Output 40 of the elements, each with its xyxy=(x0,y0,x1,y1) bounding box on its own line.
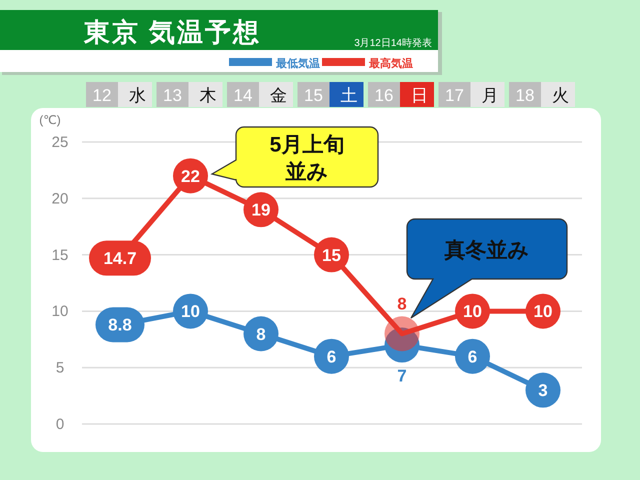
data-label: 10 xyxy=(181,302,200,322)
x-tick-label: 14 金 xyxy=(234,86,287,105)
annotation: 5月上旬並み xyxy=(270,134,344,184)
data-label: 8 xyxy=(256,324,266,344)
data-label: 15 xyxy=(322,246,341,265)
x-tick-label: 13 木 xyxy=(163,86,216,105)
y-tick-label: 15 xyxy=(52,246,68,264)
x-tick-label: 12 水 xyxy=(92,86,146,105)
data-label: 19 xyxy=(252,200,270,220)
chart-subtitle: 3月12日14時発表 xyxy=(354,37,432,49)
data-label: 6 xyxy=(326,347,336,366)
point xyxy=(244,316,278,352)
y-axis-title: (℃) xyxy=(39,113,61,127)
data-label: 6 xyxy=(468,347,478,366)
data-label: 8 xyxy=(397,294,407,314)
x-tick-label: 18 火 xyxy=(516,86,569,105)
data-label: 3 xyxy=(538,381,548,400)
x-tick-label: 15 土 xyxy=(304,86,358,105)
data-label: 10 xyxy=(463,302,482,322)
y-tick-label: 5 xyxy=(56,360,64,377)
point xyxy=(314,338,349,374)
y-tick-label: 25 xyxy=(52,134,68,151)
point xyxy=(455,338,490,374)
data-label: 10 xyxy=(534,302,552,322)
point xyxy=(526,372,560,408)
point xyxy=(384,316,420,352)
data-label: 7 xyxy=(397,366,407,386)
data-label: 22 xyxy=(181,166,200,186)
annotation: 真冬並み xyxy=(444,239,530,262)
x-tick-label: 17 月 xyxy=(445,86,498,105)
legend-label: 最高気温 xyxy=(368,57,413,70)
point xyxy=(384,328,420,363)
x-tick-label: 16 日 xyxy=(374,86,428,105)
data-label: 14.7 xyxy=(103,249,137,268)
data-label: 8.8 xyxy=(108,316,132,335)
legend-label: 最低気温 xyxy=(275,57,320,70)
chart-title: 東京 気温予想 xyxy=(83,17,262,47)
y-tick-label: 0 xyxy=(56,416,64,433)
y-tick-label: 10 xyxy=(52,303,68,320)
y-tick-label: 20 xyxy=(52,190,68,208)
